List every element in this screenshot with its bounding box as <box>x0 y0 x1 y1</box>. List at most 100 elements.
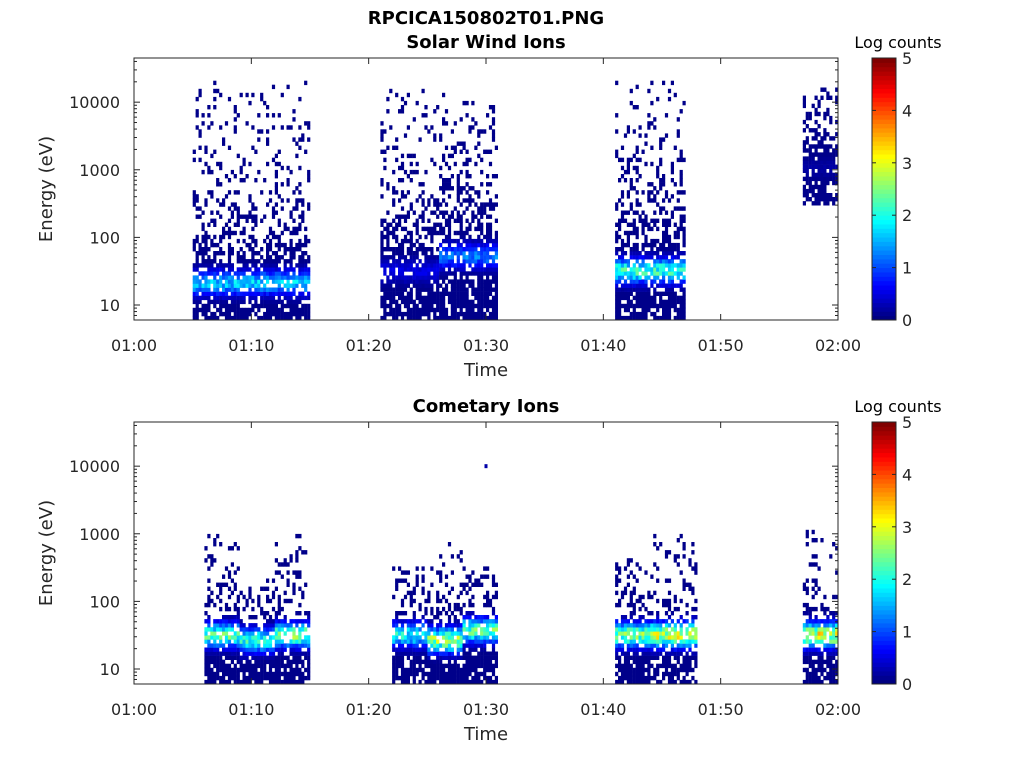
cell-b1 <box>436 303 440 309</box>
cell-b1 <box>242 647 246 652</box>
cell-b2 <box>468 238 472 244</box>
cell-b0 <box>222 663 226 669</box>
cell-b3 <box>641 299 645 305</box>
cell-b1 <box>436 295 440 301</box>
cell-b3 <box>415 643 419 648</box>
cell-b1 <box>239 639 243 644</box>
cell-b1 <box>257 643 261 648</box>
cell-b8 <box>805 651 809 656</box>
cell-b0 <box>280 279 284 284</box>
cell-b6 <box>647 643 651 648</box>
cell-b3 <box>406 671 410 677</box>
cell-b0 <box>207 615 211 620</box>
cell-b7 <box>653 533 657 539</box>
cell-b7 <box>676 671 680 677</box>
cell-b4 <box>447 623 452 628</box>
cell-b5 <box>483 655 487 660</box>
cell-b1 <box>430 247 434 252</box>
cell-b0 <box>254 218 258 223</box>
cell-b0 <box>245 263 249 268</box>
cell-b3 <box>418 619 422 624</box>
cell-b0 <box>277 222 281 227</box>
cell-b0 <box>245 259 249 264</box>
cell-b3 <box>618 311 622 317</box>
cell-b2 <box>280 647 284 652</box>
cell-b6 <box>647 655 651 660</box>
cell-b2 <box>274 623 278 628</box>
cell-b1 <box>409 291 413 296</box>
cell-b0 <box>260 315 264 321</box>
cell-b3 <box>615 275 619 280</box>
cell-b0 <box>213 663 217 669</box>
cell-b5 <box>468 623 472 628</box>
cell-b3 <box>618 267 622 272</box>
cell-b2 <box>274 619 278 624</box>
cell-b3 <box>615 113 619 118</box>
cell-b0 <box>257 259 261 264</box>
colorbar-segment <box>872 557 896 563</box>
cell-b0 <box>198 242 202 248</box>
cell-b2 <box>465 315 469 321</box>
cell-b0 <box>198 287 202 292</box>
cell-b5 <box>494 623 498 628</box>
cell-b1 <box>248 586 252 591</box>
cell-b1 <box>412 283 416 288</box>
colorbar-segment <box>872 478 896 484</box>
cell-b1 <box>395 275 399 280</box>
cell-b3 <box>670 291 674 296</box>
cell-b6 <box>638 623 642 628</box>
cell-b7 <box>676 651 680 656</box>
cell-b2 <box>442 247 446 252</box>
cell-b1 <box>424 267 428 272</box>
cell-b0 <box>219 643 223 648</box>
cell-b0 <box>222 647 226 652</box>
cell-b1 <box>239 663 243 669</box>
cell-b8 <box>808 647 812 652</box>
cell-b3 <box>679 174 683 179</box>
cell-b1 <box>400 105 405 110</box>
cell-b6 <box>644 679 648 685</box>
cell-b4 <box>450 639 454 644</box>
cell-b6 <box>644 651 648 656</box>
cell-b2 <box>468 303 472 309</box>
cell-b7 <box>685 602 689 608</box>
xtick-label: 01:00 <box>111 700 157 719</box>
cell-b2 <box>480 267 484 272</box>
cell-b6 <box>632 611 636 616</box>
cell-b3 <box>412 647 416 652</box>
cell-b0 <box>207 165 211 171</box>
cell-b4 <box>436 627 440 632</box>
cell-b0 <box>207 315 211 321</box>
cell-b1 <box>383 287 387 292</box>
cell-b5 <box>483 659 487 665</box>
cell-b0 <box>280 125 284 130</box>
cell-b2 <box>494 194 498 199</box>
cell-b1 <box>400 315 405 321</box>
ytick-label: 100 <box>89 228 120 247</box>
cell-b2 <box>459 226 463 232</box>
cell-b4 <box>444 643 449 648</box>
cell-b4 <box>835 164 839 169</box>
cell-b1 <box>389 287 393 292</box>
cell-b1 <box>400 214 405 219</box>
cell-b6 <box>626 582 630 587</box>
cell-b3 <box>682 291 686 296</box>
cell-b1 <box>424 271 428 276</box>
cell-b3 <box>626 271 630 276</box>
cell-b8 <box>829 663 833 669</box>
cell-b5 <box>480 651 484 656</box>
cell-b1 <box>251 627 255 632</box>
cell-b7 <box>688 679 692 685</box>
cell-b3 <box>400 623 405 628</box>
cell-b6 <box>632 627 636 632</box>
cell-b6 <box>615 643 619 648</box>
colorbar-segment <box>872 267 896 273</box>
cell-b3 <box>650 311 654 317</box>
cell-b6 <box>641 671 645 677</box>
cell-b3 <box>644 242 648 248</box>
cell-b0 <box>219 214 223 219</box>
cell-b8 <box>829 655 833 660</box>
cell-b3 <box>400 611 405 616</box>
cell-b2 <box>286 582 290 587</box>
cell-b5 <box>468 667 472 673</box>
